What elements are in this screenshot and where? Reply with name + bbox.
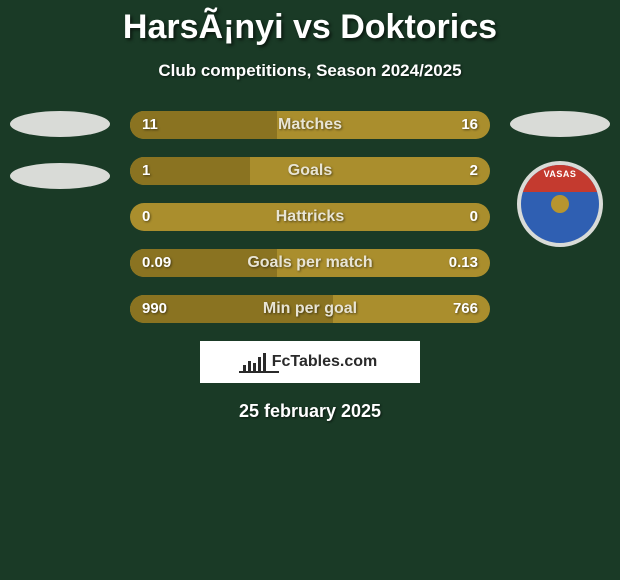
stat-label: Goals per match bbox=[130, 249, 490, 277]
placeholder-ellipse bbox=[510, 111, 610, 137]
club-badge-vasas: VASAS bbox=[517, 161, 603, 247]
right-player-badges: VASAS bbox=[500, 111, 620, 247]
date-line: 25 february 2025 bbox=[0, 401, 620, 422]
stat-label: Matches bbox=[130, 111, 490, 139]
page-title: HarsÃ¡nyi vs Doktorics bbox=[0, 0, 620, 47]
stat-label: Min per goal bbox=[130, 295, 490, 323]
stat-right-value: 766 bbox=[453, 295, 478, 323]
stat-row-goals-per-match: 0.09 Goals per match 0.13 bbox=[130, 249, 490, 277]
comparison-area: VASAS 11 Matches 16 1 Goals 2 0 Hattrick… bbox=[0, 111, 620, 422]
left-player-badges bbox=[0, 111, 120, 189]
brand-text: FcTables.com bbox=[272, 353, 378, 371]
stat-row-min-per-goal: 990 Min per goal 766 bbox=[130, 295, 490, 323]
stat-bars: 11 Matches 16 1 Goals 2 0 Hattricks 0 0.… bbox=[130, 111, 490, 323]
stat-right-value: 0 bbox=[470, 203, 478, 231]
stat-right-value: 0.13 bbox=[449, 249, 478, 277]
stat-row-hattricks: 0 Hattricks 0 bbox=[130, 203, 490, 231]
stat-right-value: 16 bbox=[461, 111, 478, 139]
placeholder-ellipse bbox=[10, 163, 110, 189]
stat-row-goals: 1 Goals 2 bbox=[130, 157, 490, 185]
brand-box: FcTables.com bbox=[200, 341, 420, 383]
brand-chart-icon bbox=[243, 353, 266, 371]
placeholder-ellipse bbox=[10, 111, 110, 137]
club-badge-text: VASAS bbox=[521, 169, 599, 179]
stat-right-value: 2 bbox=[470, 157, 478, 185]
stat-label: Goals bbox=[130, 157, 490, 185]
stat-label: Hattricks bbox=[130, 203, 490, 231]
subtitle: Club competitions, Season 2024/2025 bbox=[0, 61, 620, 81]
stat-row-matches: 11 Matches 16 bbox=[130, 111, 490, 139]
